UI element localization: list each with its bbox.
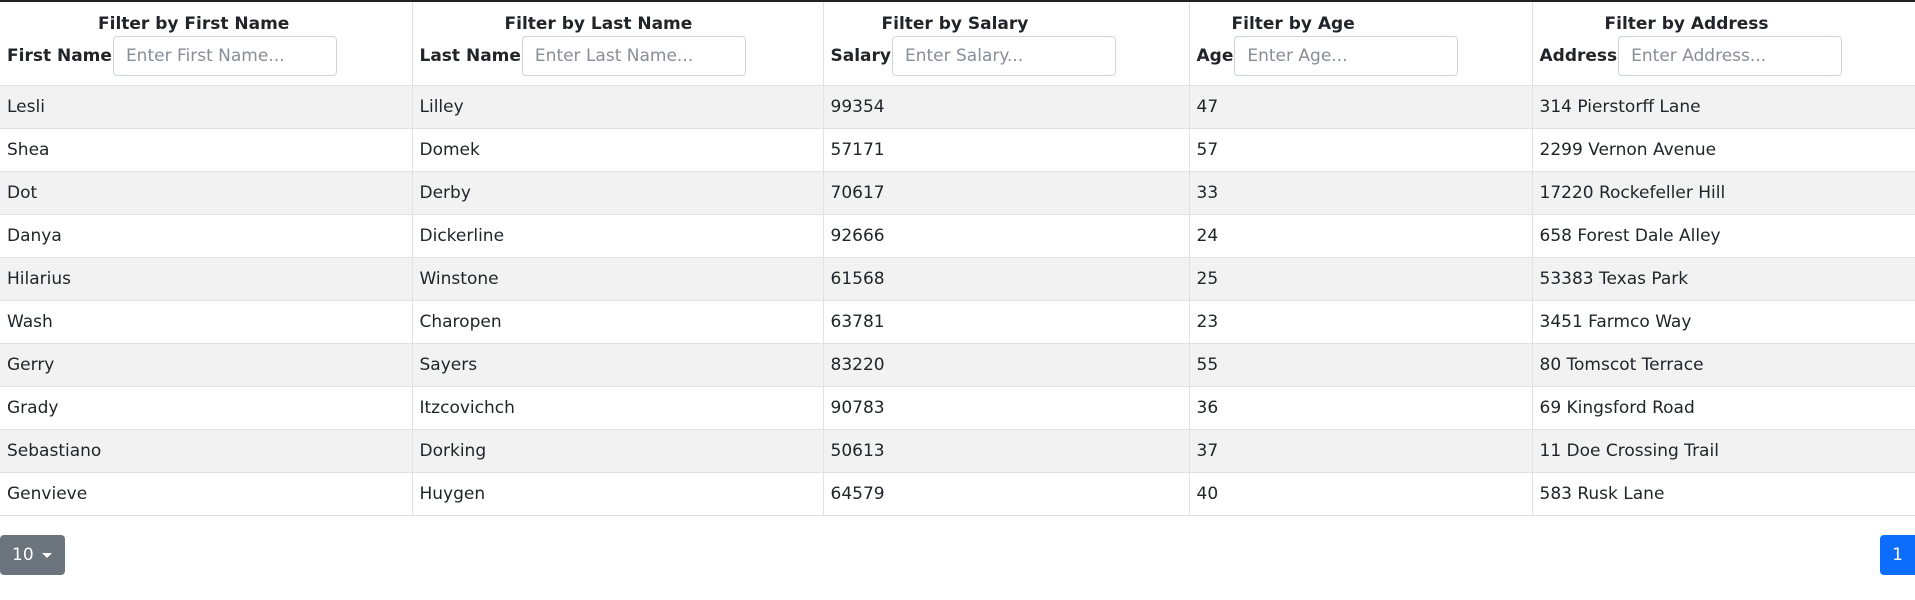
column-label-first-name: First Name [7, 46, 112, 66]
header-row: Filter by First Name First Name Filter b… [0, 2, 1915, 86]
cell-first-name: Danya [0, 214, 413, 258]
age-filter-input[interactable] [1234, 36, 1459, 76]
table-row: Grady Itzcovichch 90783 36 69 Kingsford … [0, 386, 1915, 430]
cell-salary: 64579 [823, 472, 1190, 516]
cell-address: 53383 Texas Park [1532, 257, 1915, 301]
filter-title-age: Filter by Age [1231, 14, 1355, 34]
cell-salary: 83220 [823, 343, 1190, 387]
table-row: Shea Domek 57171 57 2299 Vernon Avenue [0, 128, 1915, 172]
table-row: Dot Derby 70617 33 17220 Rockefeller Hil… [0, 171, 1915, 215]
header-last-name: Filter by Last Name Last Name [412, 2, 824, 86]
cell-age: 37 [1189, 429, 1533, 473]
filter-title-first-name: Filter by First Name [98, 14, 290, 34]
table-row: Sebastiano Dorking 50613 37 11 Doe Cross… [0, 429, 1915, 473]
cell-last-name: Huygen [412, 472, 824, 516]
cell-last-name: Winstone [412, 257, 824, 301]
cell-salary: 61568 [823, 257, 1190, 301]
cell-first-name: Sebastiano [0, 429, 413, 473]
salary-filter-input[interactable] [891, 36, 1116, 76]
header-age: Filter by Age Age [1189, 2, 1533, 86]
cell-address: 3451 Farmco Way [1532, 300, 1915, 344]
cell-address: 2299 Vernon Avenue [1532, 128, 1915, 172]
cell-last-name: Itzcovichch [412, 386, 824, 430]
cell-address: 80 Tomscot Terrace [1532, 343, 1915, 387]
filter-title-salary: Filter by Salary [881, 14, 1029, 34]
column-label-address: Address [1539, 46, 1618, 66]
cell-age: 47 [1189, 85, 1533, 129]
cell-age: 33 [1189, 171, 1533, 215]
cell-salary: 70617 [823, 171, 1190, 215]
page-size-dropdown-button[interactable]: 10 [0, 535, 65, 575]
page-1-button[interactable]: 1 [1880, 535, 1915, 575]
address-filter-input[interactable] [1618, 36, 1843, 76]
cell-salary: 63781 [823, 300, 1190, 344]
column-label-salary: Salary [830, 46, 891, 66]
cell-last-name: Derby [412, 171, 824, 215]
filter-title-last-name: Filter by Last Name [504, 14, 693, 34]
first-name-filter-input[interactable] [112, 36, 337, 76]
cell-first-name: Hilarius [0, 257, 413, 301]
cell-address: 17220 Rockefeller Hill [1532, 171, 1915, 215]
cell-first-name: Grady [0, 386, 413, 430]
cell-salary: 92666 [823, 214, 1190, 258]
column-label-age: Age [1196, 46, 1234, 66]
cell-age: 36 [1189, 386, 1533, 430]
table-row: Gerry Sayers 83220 55 80 Tomscot Terrace [0, 343, 1915, 387]
cell-salary: 57171 [823, 128, 1190, 172]
cell-address: 658 Forest Dale Alley [1532, 214, 1915, 258]
header-salary: Filter by Salary Salary [823, 2, 1190, 86]
last-name-filter-input[interactable] [521, 36, 746, 76]
cell-age: 24 [1189, 214, 1533, 258]
table-row: Lesli Lilley 99354 47 314 Pierstorff Lan… [0, 85, 1915, 129]
table-row: Genvieve Huygen 64579 40 583 Rusk Lane [0, 472, 1915, 516]
cell-age: 23 [1189, 300, 1533, 344]
cell-last-name: Lilley [412, 85, 824, 129]
cell-first-name: Lesli [0, 85, 413, 129]
cell-age: 55 [1189, 343, 1533, 387]
cell-first-name: Shea [0, 128, 413, 172]
cell-age: 57 [1189, 128, 1533, 172]
top-border [0, 0, 1915, 2]
header-first-name: Filter by First Name First Name [0, 2, 413, 86]
data-table: Filter by First Name First Name Filter b… [0, 2, 1915, 516]
cell-address: 583 Rusk Lane [1532, 472, 1915, 516]
header-address: Filter by Address Address [1532, 2, 1915, 86]
cell-address: 11 Doe Crossing Trail [1532, 429, 1915, 473]
column-label-last-name: Last Name [419, 46, 521, 66]
cell-first-name: Dot [0, 171, 413, 215]
page-size-value: 10 [12, 545, 34, 565]
table-row: Hilarius Winstone 61568 25 53383 Texas P… [0, 257, 1915, 301]
cell-last-name: Dorking [412, 429, 824, 473]
cell-salary: 90783 [823, 386, 1190, 430]
table-row: Wash Charopen 63781 23 3451 Farmco Way [0, 300, 1915, 344]
cell-salary: 50613 [823, 429, 1190, 473]
filter-title-address: Filter by Address [1604, 14, 1769, 34]
caret-down-icon [41, 552, 52, 558]
cell-last-name: Charopen [412, 300, 824, 344]
cell-last-name: Domek [412, 128, 824, 172]
cell-first-name: Wash [0, 300, 413, 344]
cell-last-name: Dickerline [412, 214, 824, 258]
cell-age: 40 [1189, 472, 1533, 516]
cell-first-name: Genvieve [0, 472, 413, 516]
cell-salary: 99354 [823, 85, 1190, 129]
cell-first-name: Gerry [0, 343, 413, 387]
cell-address: 69 Kingsford Road [1532, 386, 1915, 430]
table-row: Danya Dickerline 92666 24 658 Forest Dal… [0, 214, 1915, 258]
cell-address: 314 Pierstorff Lane [1532, 85, 1915, 129]
cell-age: 25 [1189, 257, 1533, 301]
cell-last-name: Sayers [412, 343, 824, 387]
